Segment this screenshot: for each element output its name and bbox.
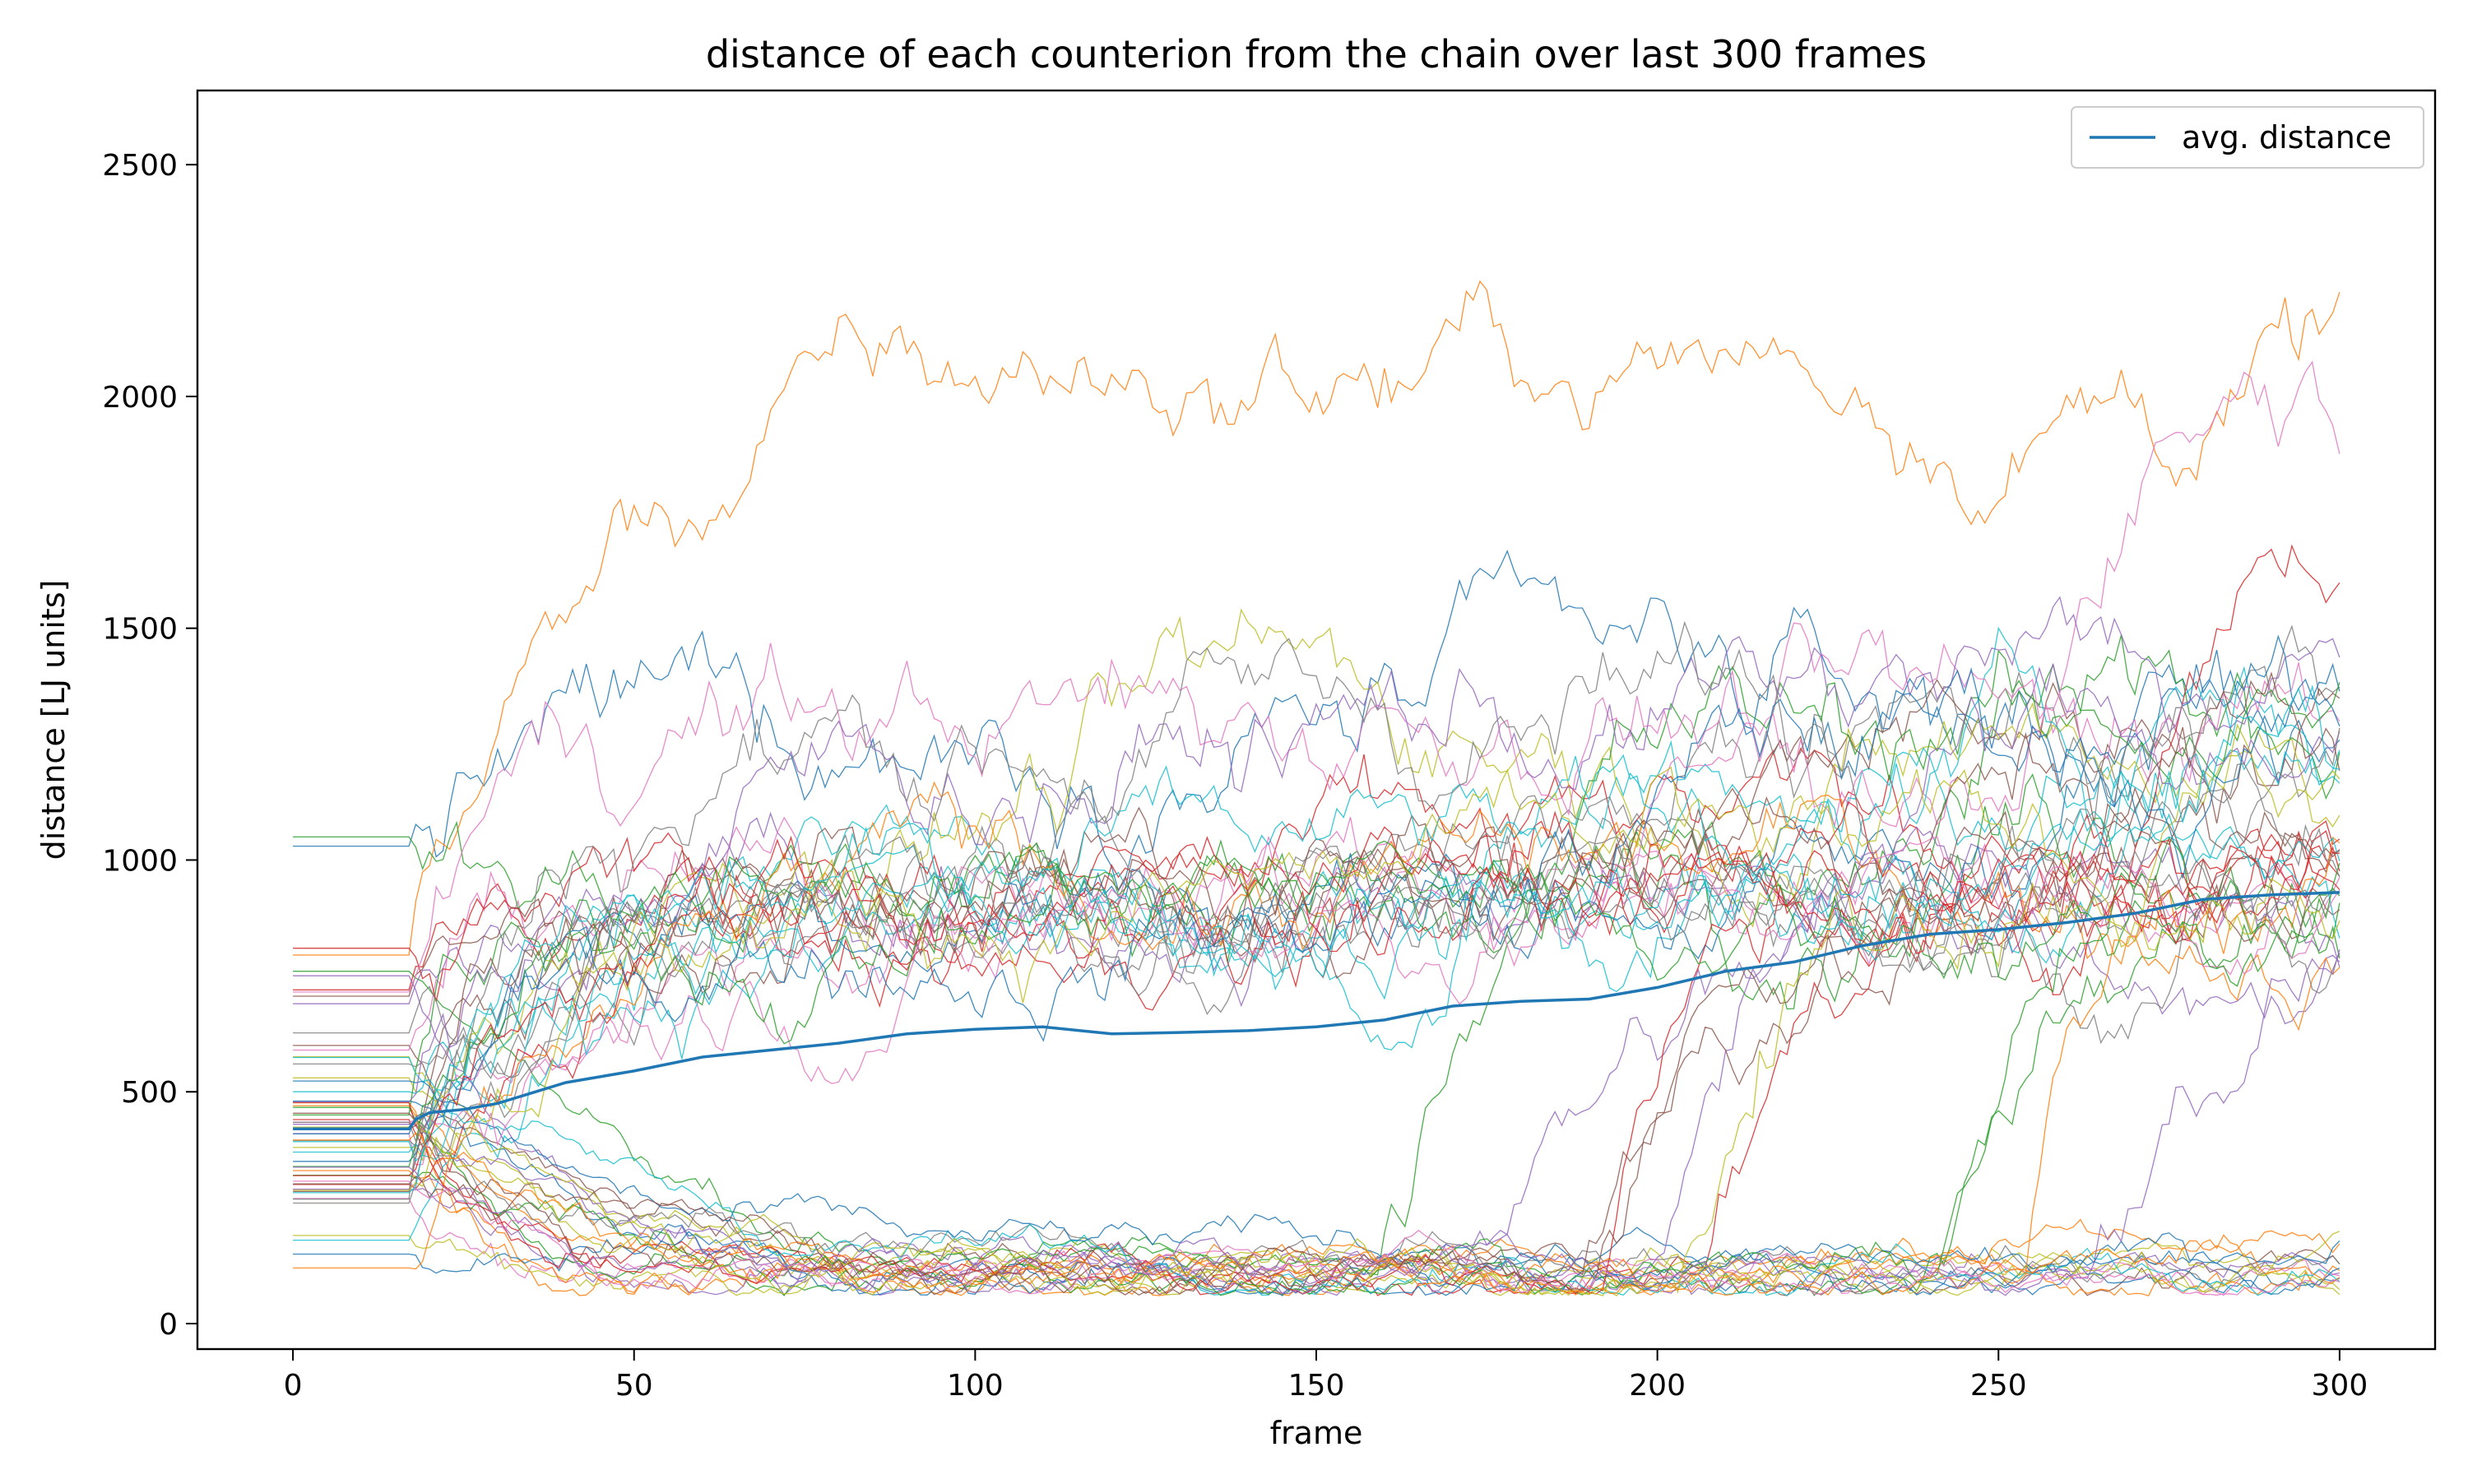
counterion-lines — [293, 280, 2340, 1296]
counterion-line — [293, 723, 2340, 1296]
y-axis: 0 500 1000 1500 2000 2500 — [102, 149, 197, 1342]
counterion-line — [293, 634, 2340, 1116]
x-tick-label: 150 — [1288, 1369, 1345, 1403]
counterion-line — [293, 1231, 2340, 1296]
y-tick-label: 2500 — [102, 149, 178, 183]
counterion-line — [293, 825, 2340, 1241]
counterion-line — [293, 888, 2340, 1296]
counterion-line — [293, 1056, 2340, 1296]
counterion-line — [293, 544, 2340, 1190]
legend-label-avg-distance: avg. distance — [2182, 119, 2391, 155]
legend: avg. distance — [2071, 106, 2424, 169]
counterion-line — [293, 800, 2340, 1003]
counterion-line — [293, 836, 2340, 1079]
y-tick-label: 2000 — [102, 381, 178, 415]
counterion-line — [293, 754, 2340, 1162]
avg-distance-series — [293, 891, 2340, 1131]
counterion-line — [293, 663, 2340, 1296]
counterion-line — [293, 596, 2340, 1103]
x-tick-label: 300 — [2312, 1369, 2368, 1403]
counterion-line — [293, 949, 2340, 1296]
x-tick-label: 100 — [947, 1369, 1004, 1403]
counterion-line — [293, 624, 2340, 1075]
counterion-line — [293, 836, 2340, 1147]
counterion-line — [293, 836, 2340, 1296]
y-axis-title: distance [LJ units] — [35, 580, 72, 860]
x-tick-label: 250 — [1970, 1369, 2027, 1403]
counterion-line — [293, 1180, 2340, 1296]
x-tick-label: 50 — [615, 1369, 653, 1403]
x-tick-label: 0 — [284, 1369, 303, 1403]
counterion-line — [293, 768, 2340, 1191]
counterion-line — [293, 1231, 2340, 1296]
counterion-line — [293, 781, 2340, 1270]
counterion-line — [293, 839, 2340, 1167]
counterion-line — [293, 1170, 2340, 1296]
counterion-line — [293, 786, 2340, 997]
counterion-line — [293, 830, 2340, 1295]
counterion-line — [293, 684, 2340, 1194]
counterion-line — [293, 1100, 2340, 1296]
counterion-line — [293, 360, 2340, 993]
counterion-line — [293, 828, 2340, 1296]
y-tick-label: 500 — [121, 1076, 178, 1110]
counterion-line — [293, 1080, 2340, 1296]
counterion-line — [293, 662, 2340, 1166]
y-tick-label: 1000 — [102, 844, 178, 878]
chart-title: distance of each counterion from the cha… — [706, 32, 1927, 77]
x-axis-title: frame — [1270, 1415, 1363, 1451]
counterion-line — [293, 800, 2340, 1296]
avg-distance-line — [293, 891, 2340, 1131]
x-tick-label: 200 — [1629, 1369, 1686, 1403]
legend-box — [2071, 106, 2424, 169]
counterion-line — [293, 1132, 2340, 1296]
counterion-line — [293, 671, 2340, 1296]
counterion-line — [293, 727, 2340, 1143]
y-tick-label: 0 — [159, 1308, 178, 1342]
x-axis: 0 50 100 150 200 250 300 — [284, 1349, 2368, 1403]
counterion-line — [293, 620, 2340, 1200]
counterion-line — [293, 1056, 2340, 1296]
y-tick-label: 1500 — [102, 613, 178, 647]
counterion-line — [293, 773, 2340, 1296]
counterion-line — [293, 813, 2340, 1176]
counterion-line — [293, 666, 2340, 1134]
counterion-line — [293, 665, 2340, 1110]
counterion-line — [293, 280, 2340, 956]
counterion-line — [293, 550, 2340, 893]
